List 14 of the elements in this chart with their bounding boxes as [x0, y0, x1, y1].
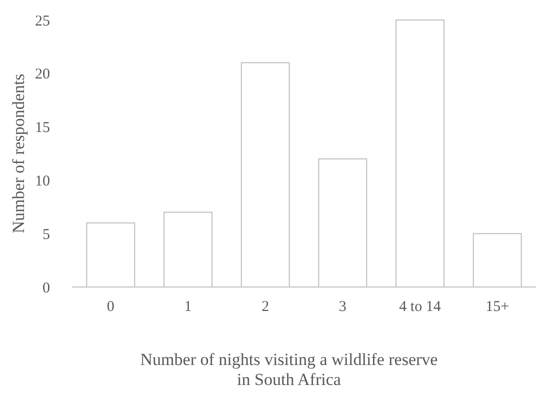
- x-tick-label: 2: [262, 299, 270, 315]
- y-tick-label: 0: [42, 280, 50, 296]
- y-tick-label: 10: [35, 173, 50, 190]
- y-tick-label: 25: [35, 13, 50, 30]
- x-tick-label: 0: [106, 299, 114, 315]
- y-tick-label: 5: [42, 226, 50, 243]
- x-tick-label: 15+: [486, 299, 510, 315]
- y-axis-title: Number of respondents: [9, 74, 28, 234]
- x-axis-title: Number of nights visiting a wildlife reserve in South Africa: [140, 350, 438, 389]
- x-tick-label: 1: [184, 299, 192, 315]
- y-tick-label: 20: [35, 66, 50, 83]
- x-tick-label: 4 to 14: [399, 299, 442, 315]
- y-tick-label: 15: [35, 120, 50, 136]
- x-tick-label: 3: [338, 299, 346, 315]
